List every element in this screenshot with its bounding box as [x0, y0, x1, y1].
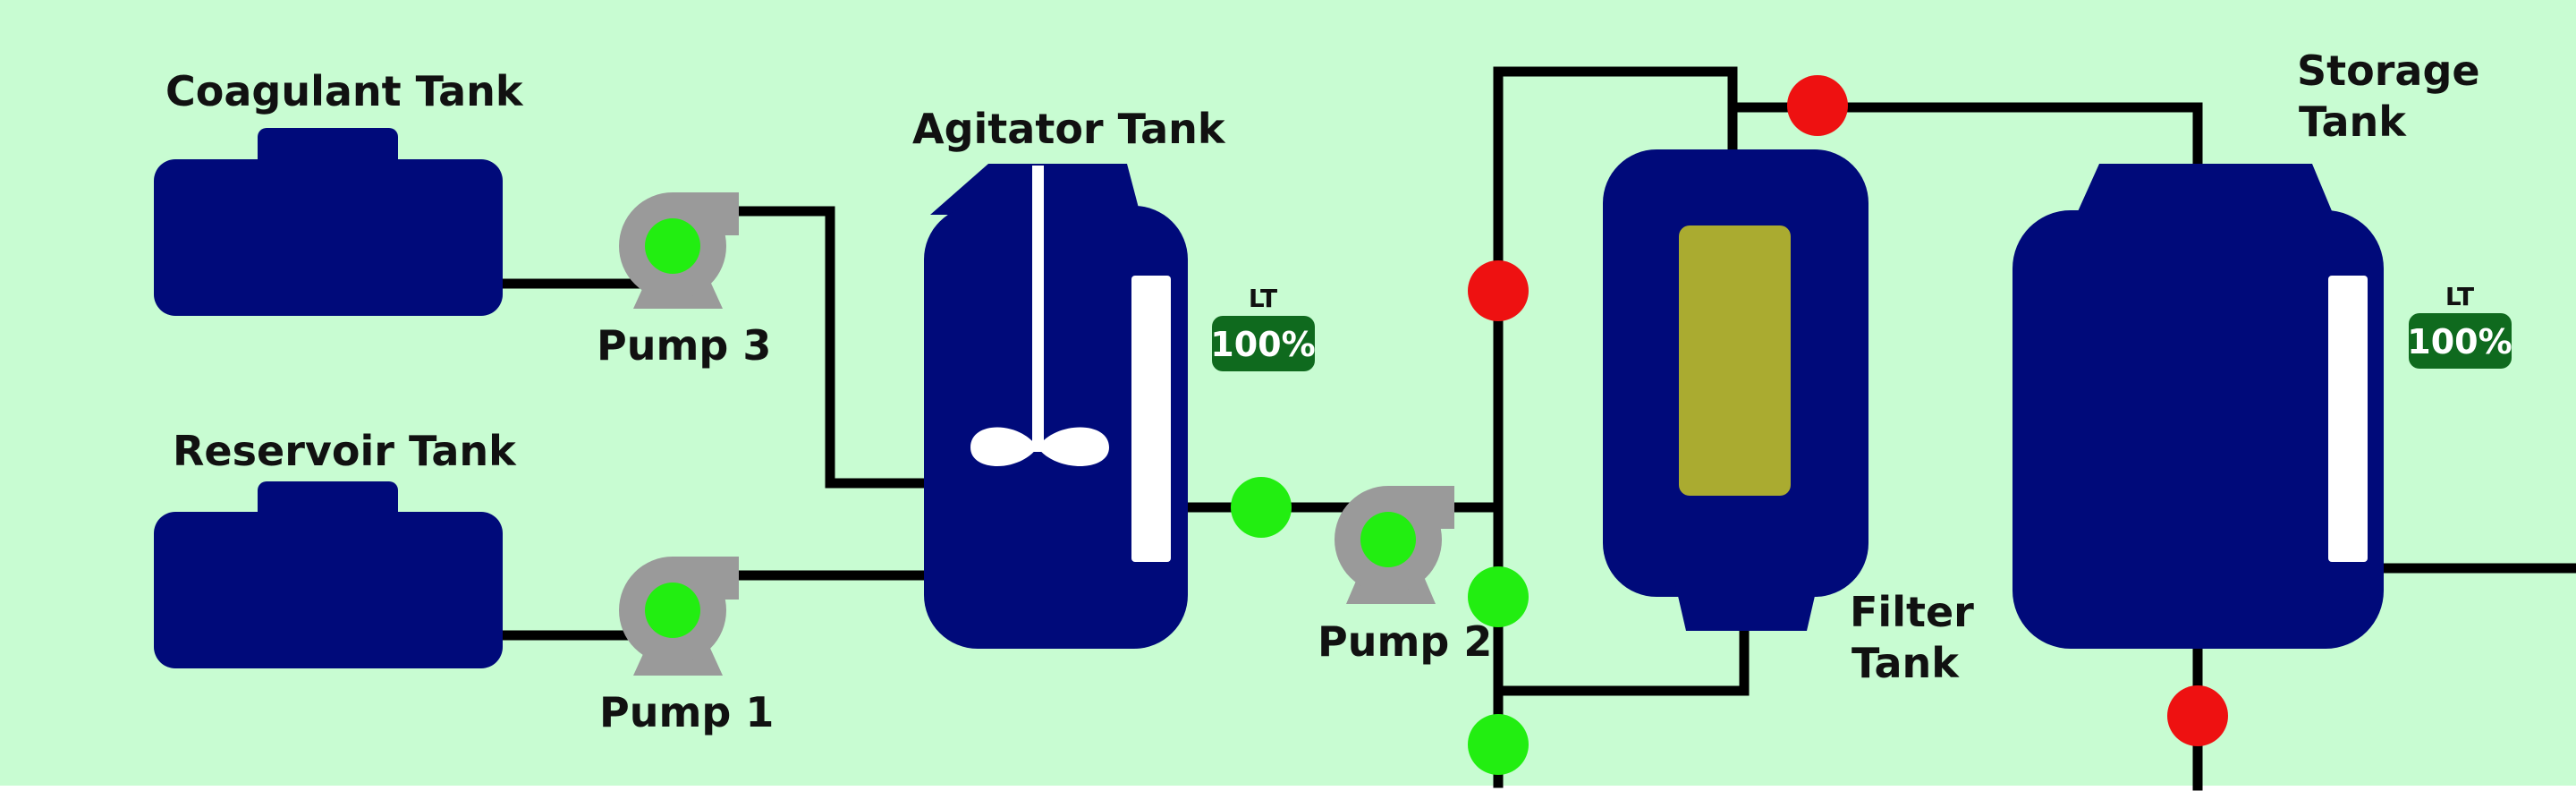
agitator-level-gauge: [1131, 276, 1171, 562]
pipe-pump3-to-agitator: [728, 206, 931, 489]
pump1-label: Pump 1: [599, 688, 774, 736]
storage-tank-label-line1: Storage: [2297, 47, 2480, 95]
pipe-header-to-filter-top: [1493, 66, 1738, 159]
valve-storage-outlet[interactable]: [2167, 685, 2228, 746]
pipe-filter-bottom-return: [1493, 621, 1750, 696]
valve-filter-inlet[interactable]: [1468, 566, 1529, 627]
pump3-label: Pump 3: [597, 321, 771, 370]
coagulant-tank: [154, 128, 503, 316]
pump3-status-indicator: [645, 218, 700, 274]
valve-bypass-upper[interactable]: [1468, 260, 1529, 321]
filter-media: [1679, 225, 1791, 496]
pipe-filter-to-storage: [1727, 102, 2203, 175]
storage-lt-caption: LT: [2445, 282, 2474, 311]
reservoir-tank-label: Reservoir Tank: [173, 427, 517, 475]
filter-tank-label-line1: Filter: [1850, 588, 1974, 636]
reservoir-tank: [154, 481, 503, 668]
pump2-label: Pump 2: [1318, 617, 1492, 666]
piping: [496, 66, 2576, 791]
storage-lt-value: 100%: [2407, 322, 2512, 361]
valve-drain-bottom[interactable]: [1468, 714, 1529, 775]
pump1-status-indicator: [645, 583, 700, 638]
storage-level-transmitter: LT 100%: [2407, 282, 2512, 369]
coagulant-tank-label: Coagulant Tank: [165, 67, 524, 115]
agitator-lt-caption: LT: [1249, 284, 1277, 313]
pump2-status-indicator: [1360, 512, 1416, 567]
agitator-impeller: [970, 427, 1109, 466]
storage-tank-label-line2: Tank: [2299, 98, 2407, 146]
valve-filter-outlet[interactable]: [1787, 75, 1848, 136]
pump1[interactable]: [619, 557, 739, 676]
storage-tank: [2012, 164, 2384, 649]
storage-level-gauge: [2328, 276, 2368, 562]
valve-agitator-outlet[interactable]: [1231, 477, 1292, 538]
filter-tank: [1603, 149, 1868, 631]
agitator-level-transmitter: LT 100%: [1210, 284, 1316, 371]
agitator-tank-label: Agitator Tank: [912, 105, 1226, 153]
filter-tank-label-line2: Tank: [1852, 639, 1960, 687]
agitator-shaft: [1032, 166, 1044, 452]
agitator-lt-value: 100%: [1210, 325, 1315, 364]
pump2[interactable]: [1335, 486, 1454, 604]
agitator-tank: [924, 164, 1188, 649]
pump3[interactable]: [619, 192, 739, 309]
